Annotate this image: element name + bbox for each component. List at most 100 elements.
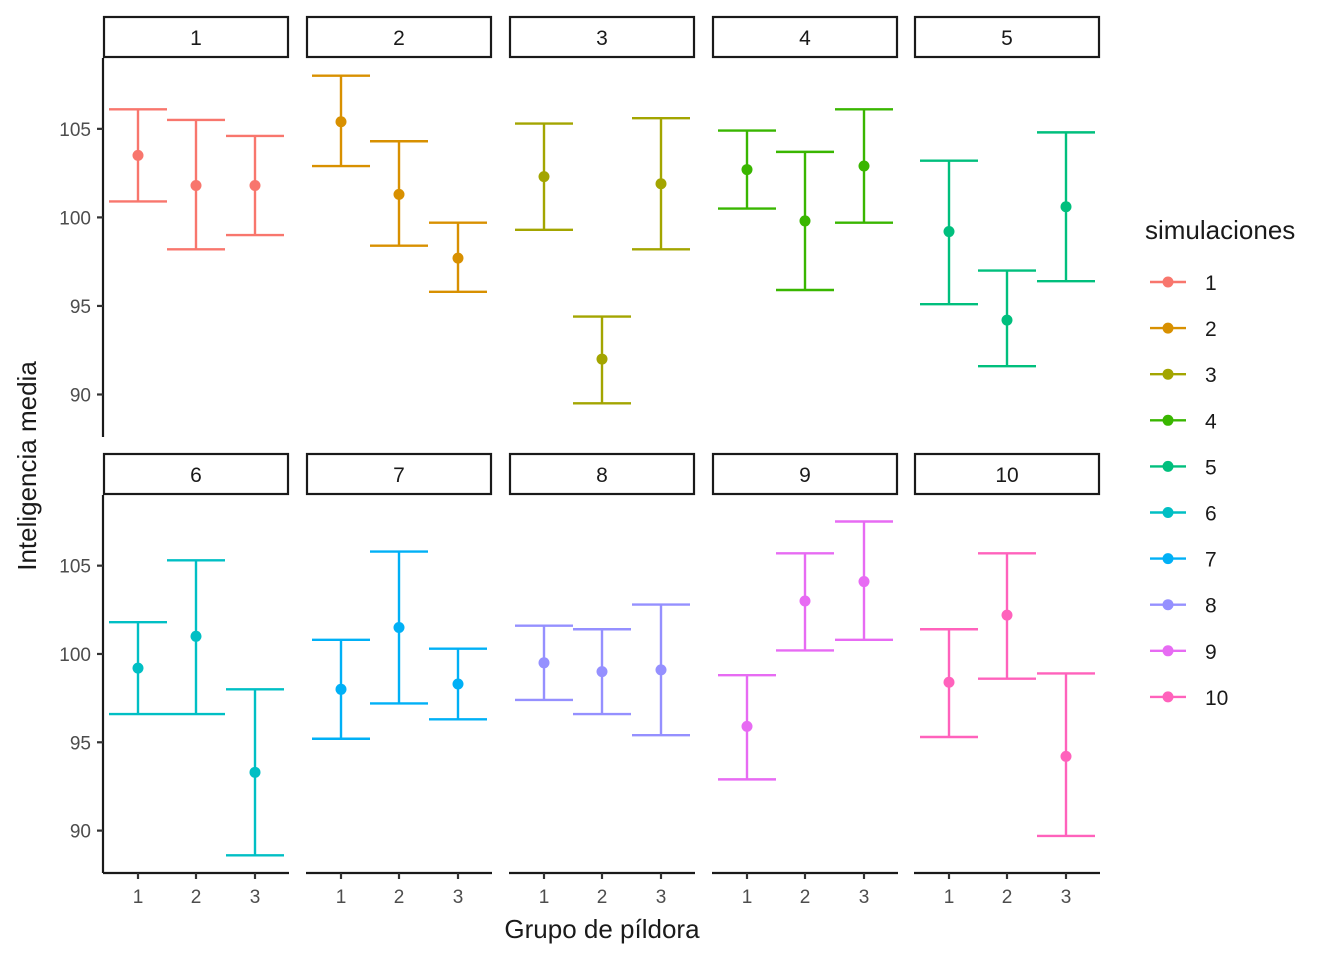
legend-item: 7 — [1150, 549, 1217, 572]
mean-point — [799, 215, 811, 227]
facet-panel-7: 7 1 2 3 — [305, 452, 493, 908]
facet-panel-4: 4 — [711, 15, 899, 292]
legend-item: 10 — [1150, 687, 1228, 710]
legend-item: 9 — [1150, 641, 1217, 664]
legend-label: 8 — [1205, 595, 1217, 618]
y-tick-label: 100 — [59, 208, 91, 229]
mean-point — [741, 164, 753, 176]
facet-strip — [913, 15, 1101, 59]
x-tick-label: 3 — [250, 887, 261, 908]
facet-strip-label: 8 — [596, 464, 608, 487]
legend-key-point — [1162, 553, 1174, 565]
mean-point — [655, 178, 667, 190]
x-tick-label: 3 — [1061, 887, 1072, 908]
facet-panel-3: 3 — [508, 15, 696, 405]
mean-point — [335, 116, 347, 128]
mean-point — [799, 595, 811, 607]
mean-point — [1001, 314, 1013, 326]
legend-key-point — [1162, 691, 1174, 703]
facet-strip-label: 4 — [799, 27, 811, 50]
y-tick-label: 90 — [70, 385, 91, 406]
legend-key-point — [1162, 368, 1174, 380]
legend-key-point — [1162, 276, 1174, 288]
x-tick-label: 3 — [859, 887, 870, 908]
facet-strip — [305, 15, 493, 59]
facet-strip — [305, 452, 493, 496]
mean-point — [1060, 201, 1072, 213]
x-tick-label: 2 — [800, 887, 811, 908]
legend-item: 2 — [1150, 318, 1217, 341]
mean-point — [1060, 750, 1072, 762]
x-tick-label: 1 — [133, 887, 144, 908]
facet-strip — [508, 15, 696, 59]
mean-point — [190, 180, 202, 192]
legend: simulaciones 1 2 3 4 5 6 7 8 9 10 — [1145, 215, 1295, 710]
legend-key-point — [1162, 322, 1174, 334]
mean-point — [858, 160, 870, 172]
mean-point — [596, 666, 608, 678]
x-axis-title: Grupo de píldora — [504, 914, 700, 944]
facet-strip — [711, 15, 899, 59]
mean-point — [452, 678, 464, 690]
facet-strip-label: 3 — [596, 27, 608, 50]
x-tick-label: 2 — [191, 887, 202, 908]
facet-panels: 1 90 95 100 105 2 3 4 5 6 90 95 100 105 1 2 3 7 1 2 3 8 1 2 3 9 1 2… — [59, 15, 1101, 908]
mean-point — [943, 676, 955, 688]
legend-item: 5 — [1150, 456, 1217, 479]
facet-panel-6: 6 90 95 100 105 1 2 3 — [59, 452, 290, 908]
legend-label: 9 — [1205, 641, 1217, 664]
mean-point — [538, 657, 550, 669]
mean-point — [249, 180, 261, 192]
x-tick-label: 1 — [539, 887, 550, 908]
x-tick-label: 1 — [742, 887, 753, 908]
mean-point — [132, 662, 144, 674]
mean-point — [741, 720, 753, 732]
mean-point — [393, 188, 405, 200]
legend-key-point — [1162, 460, 1174, 472]
facet-panel-9: 9 1 2 3 — [711, 452, 899, 908]
facet-strip-label: 2 — [393, 27, 405, 50]
y-tick-label: 95 — [70, 297, 91, 318]
y-tick-label: 90 — [70, 822, 91, 843]
y-axis-title: Inteligencia media — [12, 361, 42, 571]
facet-strip — [711, 452, 899, 496]
legend-label: 1 — [1205, 272, 1217, 295]
facet-panel-10: 10 1 2 3 — [913, 452, 1101, 908]
y-tick-label: 100 — [59, 645, 91, 666]
y-tick-label: 105 — [59, 120, 91, 141]
legend-key-point — [1162, 645, 1174, 657]
facet-strip-label: 1 — [190, 27, 202, 50]
facet-strip-label: 9 — [799, 464, 811, 487]
facet-strip-label: 6 — [190, 464, 202, 487]
x-tick-label: 1 — [336, 887, 347, 908]
legend-label: 5 — [1205, 456, 1217, 479]
mean-point — [858, 576, 870, 588]
facet-strip-label: 5 — [1001, 27, 1013, 50]
y-tick-label: 105 — [59, 557, 91, 578]
facet-strip-label: 7 — [393, 464, 405, 487]
legend-key-point — [1162, 599, 1174, 611]
y-tick-label: 95 — [70, 733, 91, 754]
mean-point — [249, 766, 261, 778]
facet-strip — [102, 452, 290, 496]
legend-item: 3 — [1150, 364, 1217, 387]
facet-strip — [913, 452, 1101, 496]
legend-item: 1 — [1150, 272, 1217, 295]
legend-item: 6 — [1150, 503, 1217, 526]
mean-point — [132, 149, 144, 161]
legend-key-point — [1162, 414, 1174, 426]
legend-label: 10 — [1205, 687, 1228, 710]
facet-panel-2: 2 — [305, 15, 493, 293]
facet-strip-label: 10 — [995, 464, 1018, 487]
mean-point — [335, 683, 347, 695]
facet-strip — [102, 15, 290, 59]
mean-point — [943, 226, 955, 238]
mean-point — [596, 353, 608, 365]
x-tick-label: 2 — [597, 887, 608, 908]
x-tick-label: 2 — [1002, 887, 1013, 908]
x-tick-label: 2 — [394, 887, 405, 908]
x-tick-label: 3 — [453, 887, 464, 908]
legend-item: 4 — [1150, 410, 1217, 433]
mean-point — [1001, 609, 1013, 621]
